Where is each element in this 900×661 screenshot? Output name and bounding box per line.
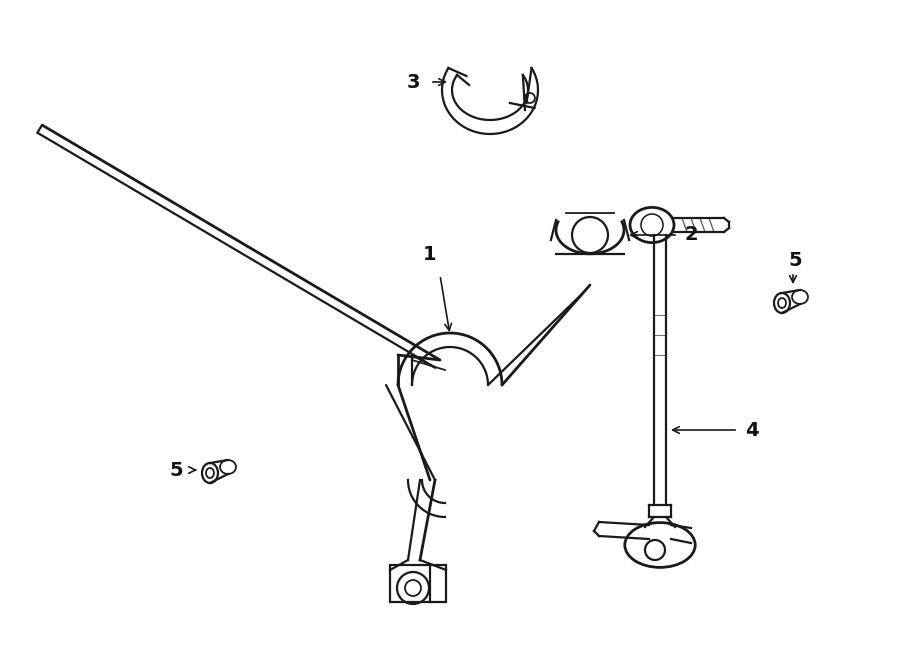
Text: 3: 3 — [407, 73, 420, 91]
Text: 5: 5 — [169, 461, 183, 479]
Text: 2: 2 — [685, 225, 698, 245]
Text: 5: 5 — [788, 251, 802, 270]
Text: 4: 4 — [745, 420, 759, 440]
Text: 1: 1 — [423, 245, 436, 264]
